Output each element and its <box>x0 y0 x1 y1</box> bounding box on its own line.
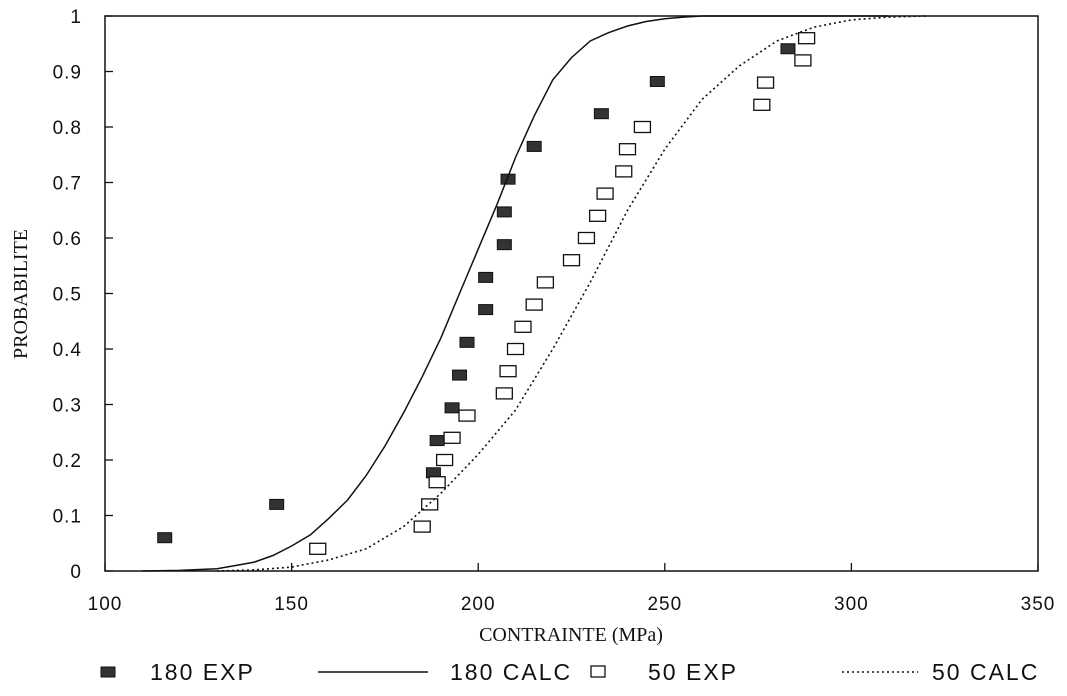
legend-item: 50 EXP <box>590 659 738 685</box>
y-tick-label: 0.6 <box>53 229 82 250</box>
data-point <box>443 431 461 444</box>
x-tick-label: 200 <box>461 594 496 615</box>
data-point <box>496 206 512 218</box>
x-tick-label: 150 <box>274 594 309 615</box>
series-line <box>216 15 927 572</box>
legend-marker <box>590 665 606 678</box>
legend-item: 180 CALC <box>318 659 572 685</box>
data-point <box>499 365 517 378</box>
series-layer <box>142 15 927 572</box>
data-point <box>753 98 771 111</box>
data-point <box>536 276 555 289</box>
data-point <box>588 209 607 222</box>
data-point <box>458 409 476 422</box>
y-tick-label: 0.7 <box>53 174 82 195</box>
x-tick-label: 300 <box>834 594 869 615</box>
legend-label: 180 CALC <box>450 659 572 685</box>
y-tick-label: 0.9 <box>53 63 82 84</box>
data-point <box>526 140 542 152</box>
data-point <box>478 304 494 316</box>
data-point <box>413 520 431 533</box>
series-180-calc <box>142 15 889 572</box>
data-point <box>500 173 516 185</box>
data-point <box>596 187 614 200</box>
legend-label: 180 EXP <box>150 659 255 685</box>
data-point <box>593 108 609 120</box>
legend-item: 50 CALC <box>842 659 1039 685</box>
y-axis-title: PROBABILITE <box>10 229 32 359</box>
data-point <box>615 165 633 178</box>
data-point <box>421 498 439 511</box>
y-tick-label: 0.1 <box>53 507 82 528</box>
x-tick-label: 100 <box>88 594 123 615</box>
data-point <box>452 369 468 381</box>
data-point <box>562 254 581 267</box>
legend-label: 50 EXP <box>648 659 738 685</box>
x-tick-label: 350 <box>1021 594 1056 615</box>
legend-label: 50 CALC <box>932 659 1039 685</box>
legend-item: 180 EXP <box>100 659 255 685</box>
y-tick-label: 0.4 <box>53 340 82 361</box>
data-point <box>495 387 513 400</box>
data-point <box>157 532 173 544</box>
series-180-exp <box>157 43 796 544</box>
series-line <box>142 15 889 572</box>
y-tick-label: 0.2 <box>53 451 82 472</box>
data-point <box>633 120 652 134</box>
series-50-exp <box>309 32 816 555</box>
series-50-calc <box>216 15 927 572</box>
data-point <box>797 32 816 45</box>
data-point <box>514 320 532 333</box>
axis-ticks: 100 150 200 250 300 350 0 0.1 0.2 0.3 0.4 0.5 0.6 0.7… <box>53 7 1056 615</box>
data-point <box>525 298 543 311</box>
data-point <box>756 76 775 89</box>
legend-marker <box>100 666 116 678</box>
y-tick-label: 1 <box>70 7 82 28</box>
y-tick-label: 0.5 <box>53 285 82 306</box>
data-point <box>435 453 454 467</box>
data-point <box>428 476 446 489</box>
data-point <box>649 75 665 87</box>
y-tick-label: 0 <box>70 562 82 583</box>
data-point <box>269 498 285 510</box>
data-point <box>506 342 525 356</box>
data-point <box>496 239 512 251</box>
data-point <box>444 402 460 414</box>
x-tick-label: 250 <box>647 594 682 615</box>
data-point <box>429 435 445 447</box>
legend: 180 EXP 180 CALC 50 EXP 50 CALC <box>100 659 1039 685</box>
data-point <box>780 43 796 55</box>
data-point <box>794 54 812 67</box>
x-axis-title: CONTRAINTE (MPa) <box>479 624 663 646</box>
data-point <box>618 143 637 156</box>
y-tick-label: 0.3 <box>53 396 82 417</box>
data-point <box>459 336 475 348</box>
data-point <box>309 542 327 555</box>
y-tick-label: 0.8 <box>53 118 82 139</box>
data-point <box>478 271 494 283</box>
data-point <box>577 231 596 245</box>
plot-frame <box>104 15 1039 572</box>
